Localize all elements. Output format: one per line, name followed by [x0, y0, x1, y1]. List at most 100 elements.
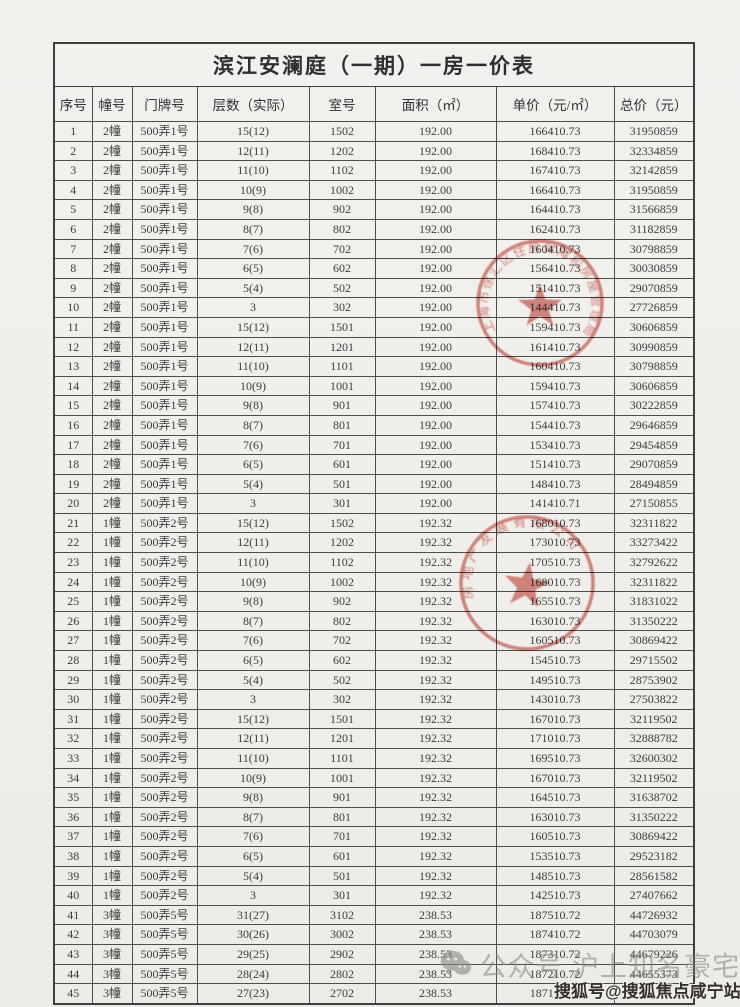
- cell-floor: 11(10): [196, 356, 310, 377]
- cell-door-no: 500弄2号: [131, 787, 198, 808]
- cell-room: 302: [308, 689, 376, 710]
- cell-building: 1幢: [91, 806, 133, 828]
- cell-index: 33: [53, 748, 93, 769]
- price-sheet: 滨江安澜庭（一期）一房一价表 序号 幢号 门牌号 层数（实际） 室号 面积（㎡） 单价（元/…: [53, 42, 695, 1005]
- cell-total-price: 29070859: [613, 454, 695, 475]
- cell-building: 1幢: [91, 512, 133, 534]
- cell-door-no: 500弄1号: [131, 454, 198, 475]
- cell-door-no: 500弄5号: [131, 983, 198, 1005]
- cell-room: 801: [308, 414, 376, 436]
- price-table: 滨江安澜庭（一期）一房一价表 序号 幢号 门牌号 层数（实际） 室号 面积（㎡） 单价（元/…: [53, 42, 695, 1005]
- cell-total-price: 30222859: [613, 395, 695, 416]
- cell-door-no: 500弄1号: [131, 238, 198, 260]
- cell-unit-price: 173010.73: [495, 532, 615, 554]
- cell-total-price: 31350222: [613, 806, 695, 828]
- cell-building: 1幢: [91, 787, 133, 808]
- table-row: 31 1幢 500弄2号 15(12) 1501 192.32 167010.73 32119…: [53, 708, 695, 730]
- cell-floor: 12(11): [196, 140, 310, 162]
- cell-unit-price: 163010.73: [495, 806, 615, 828]
- cell-building: 1幢: [91, 669, 133, 691]
- cell-door-no: 500弄2号: [131, 748, 198, 769]
- cell-area: 192.00: [374, 395, 497, 416]
- cell-total-price: [613, 983, 695, 1005]
- cell-room: 1102: [308, 552, 376, 573]
- cell-building: 3幢: [91, 963, 133, 985]
- table-row: 34 1幢 500弄2号 10(9) 1001 192.32 167010.73 321195…: [53, 767, 695, 789]
- cell-index: 11: [53, 316, 93, 338]
- cell-index: 37: [53, 826, 93, 847]
- cell-building: 2幢: [91, 336, 133, 358]
- table-row: 22 1幢 500弄2号 12(11) 1202 192.32 173010.73 33273…: [53, 532, 695, 554]
- cell-total-price: 29454859: [613, 434, 695, 456]
- cell-floor: 10(9): [196, 571, 310, 593]
- cell-building: 2幢: [91, 121, 133, 142]
- cell-building: 3幢: [91, 983, 133, 1005]
- column-header: 室号: [308, 86, 376, 122]
- cell-room: 1201: [308, 728, 376, 749]
- cell-unit-price: 163010.73: [495, 610, 615, 632]
- cell-unit-price: 187510.72: [495, 904, 615, 926]
- cell-area: 192.32: [374, 591, 497, 612]
- table-row: 1 2幢 500弄1号 15(12) 1502 192.00 166410.73 319508…: [53, 121, 695, 142]
- cell-index: 20: [53, 493, 93, 514]
- cell-index: 29: [53, 669, 93, 691]
- cell-index: 41: [53, 904, 93, 926]
- cell-area: 192.32: [374, 728, 497, 749]
- column-header: 幢号: [91, 86, 133, 122]
- cell-unit-price: 164410.73: [495, 199, 615, 220]
- cell-unit-price: 164510.73: [495, 787, 615, 808]
- cell-index: 2: [53, 140, 93, 162]
- cell-total-price: 44703079: [613, 924, 695, 945]
- cell-floor: 3: [196, 885, 310, 906]
- cell-door-no: 500弄2号: [131, 767, 198, 789]
- cell-total-price: 44726932: [613, 904, 695, 926]
- cell-floor: 6(5): [196, 845, 310, 867]
- cell-unit-price: 141410.71: [495, 493, 615, 514]
- cell-unit-price: 168010.73: [495, 512, 615, 534]
- cell-room: 801: [308, 806, 376, 828]
- cell-door-no: 500弄2号: [131, 689, 198, 710]
- cell-index: 23: [53, 552, 93, 573]
- cell-total-price: 32792622: [613, 552, 695, 573]
- cell-total-price: 31831022: [613, 591, 695, 612]
- table-row: 28 1幢 500弄2号 6(5) 602 192.32 154510.73 29715502: [53, 650, 695, 671]
- cell-unit-price: 168010.73: [495, 571, 615, 593]
- cell-area: 192.32: [374, 532, 497, 554]
- cell-unit-price: 169510.73: [495, 748, 615, 769]
- cell-unit-price: 167010.73: [495, 767, 615, 789]
- table-row: 26 1幢 500弄2号 8(7) 802 192.32 163010.73 31350222: [53, 610, 695, 632]
- cell-floor: 5(4): [196, 865, 310, 887]
- cell-total-price: 30869422: [613, 630, 695, 652]
- cell-building: 1幢: [91, 748, 133, 769]
- table-row: 14 2幢 500弄1号 10(9) 1001 192.00 159410.73 306068…: [53, 375, 695, 397]
- table-row: 35 1幢 500弄2号 9(8) 901 192.32 164510.73 31638702: [53, 787, 695, 808]
- cell-door-no: 500弄1号: [131, 356, 198, 377]
- cell-index: 35: [53, 787, 93, 808]
- cell-unit-price: 187410.72: [495, 924, 615, 945]
- cell-total-price: 32119502: [613, 767, 695, 789]
- cell-building: 1幢: [91, 865, 133, 887]
- cell-building: 2幢: [91, 395, 133, 416]
- cell-area: 192.00: [374, 199, 497, 220]
- cell-floor: 6(5): [196, 650, 310, 671]
- column-header: 面积（㎡）: [374, 86, 497, 122]
- table-row: 41 3幢 500弄5号 31(27) 3102 238.53 187510.72 44726…: [53, 904, 695, 926]
- cell-index: 7: [53, 238, 93, 260]
- column-header: 总价（元）: [613, 86, 695, 122]
- cell-unit-price: 156410.73: [495, 258, 615, 279]
- column-header: 单价（元/㎡）: [495, 86, 615, 122]
- cell-area: 192.00: [374, 434, 497, 456]
- cell-index: 6: [53, 218, 93, 240]
- cell-area: 192.32: [374, 845, 497, 867]
- cell-floor: 15(12): [196, 512, 310, 534]
- cell-door-no: 500弄2号: [131, 512, 198, 534]
- cell-unit-price: 161410.73: [495, 336, 615, 358]
- cell-index: 10: [53, 297, 93, 318]
- cell-door-no: 500弄5号: [131, 924, 198, 945]
- table-row: 38 1幢 500弄2号 6(5) 601 192.32 153510.73 29523182: [53, 845, 695, 867]
- cell-total-price: 31950859: [613, 179, 695, 201]
- cell-unit-price: 167410.73: [495, 160, 615, 181]
- table-row: 39 1幢 500弄2号 5(4) 501 192.32 148510.73 28561582: [53, 865, 695, 887]
- cell-index: 26: [53, 610, 93, 632]
- cell-total-price: 32142859: [613, 160, 695, 181]
